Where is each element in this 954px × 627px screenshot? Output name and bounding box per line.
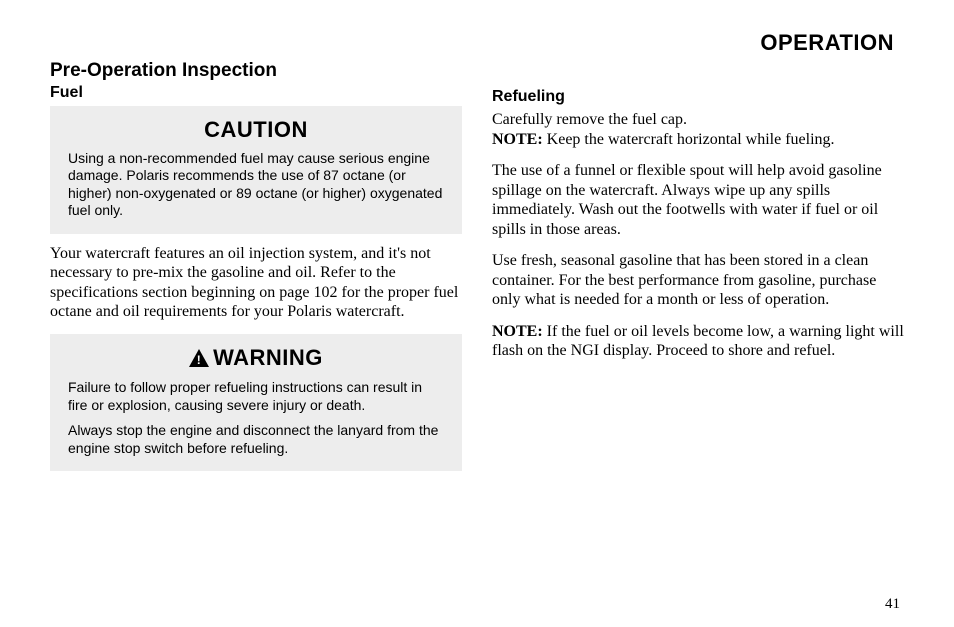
caution-callout: CAUTION Using a non-recommended fuel may… [50, 106, 462, 234]
two-column-layout: Pre-Operation Inspection Fuel CAUTION Us… [50, 60, 904, 481]
refueling-para2: The use of a funnel or flexible spout wi… [492, 161, 904, 239]
note1-text: Keep the watercraft horizontal while fue… [543, 131, 835, 148]
refueling-para3: Use fresh, seasonal gasoline that has be… [492, 251, 904, 310]
refueling-note1: NOTE: Keep the watercraft horizontal whi… [492, 130, 904, 150]
caution-title: CAUTION [68, 116, 444, 144]
warning-callout: ! WARNING Failure to follow proper refue… [50, 334, 462, 472]
warning-icon: ! [189, 346, 209, 374]
warning-title: ! WARNING [68, 344, 444, 374]
caution-body: Using a non-recommended fuel may cause s… [68, 150, 444, 220]
refueling-para1: Carefully remove the fuel cap. [492, 110, 904, 130]
subsection-fuel: Fuel [50, 84, 462, 102]
svg-text:!: ! [197, 353, 202, 367]
left-column: Pre-Operation Inspection Fuel CAUTION Us… [50, 60, 462, 481]
warning-body-2: Always stop the engine and disconnect th… [68, 422, 444, 457]
fuel-paragraph: Your watercraft features an oil injectio… [50, 244, 462, 322]
refueling-note2: NOTE: If the fuel or oil levels become l… [492, 322, 904, 361]
note-label: NOTE: [492, 131, 543, 148]
note-label: NOTE: [492, 323, 543, 340]
warning-title-text: WARNING [213, 345, 323, 370]
right-column: Refueling Carefully remove the fuel cap.… [492, 60, 904, 481]
section-header: OPERATION [50, 30, 904, 56]
section-title: Pre-Operation Inspection [50, 60, 462, 82]
subsection-refueling: Refueling [492, 88, 904, 106]
page-number: 41 [885, 596, 900, 613]
note2-text: If the fuel or oil levels become low, a … [492, 323, 904, 360]
warning-body-1: Failure to follow proper refueling instr… [68, 379, 444, 414]
